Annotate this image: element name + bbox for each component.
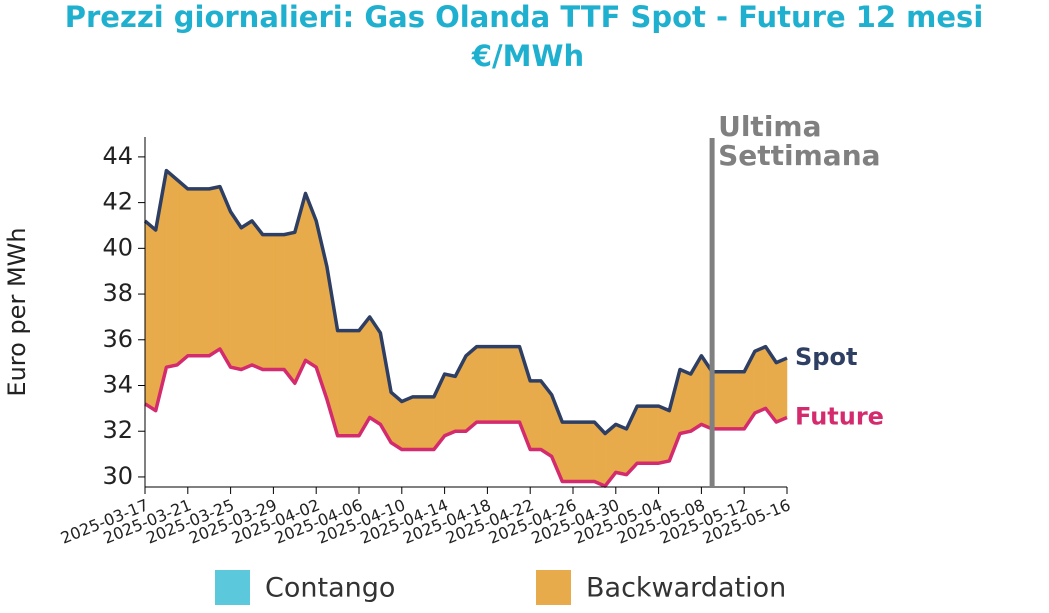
- annotation: Ultima: [718, 110, 821, 143]
- chart-title: Prezzi giornalieri: Gas Olanda TTF Spot …: [65, 0, 984, 34]
- spread-area: [283, 232, 296, 384]
- spread-area: [476, 346, 488, 423]
- spread-area: [144, 220, 156, 412]
- series-label: Spot: [795, 343, 857, 371]
- y-tick-label: 38: [102, 279, 133, 307]
- spread-area: [776, 357, 788, 423]
- annotation: Settimana: [718, 139, 880, 172]
- spread-area: [529, 380, 542, 450]
- series-label: Future: [795, 403, 884, 431]
- spread-area: [615, 423, 627, 475]
- y-tick-label: 34: [102, 370, 133, 398]
- spread-area: [208, 186, 221, 357]
- spread-area: [348, 330, 360, 437]
- spread-area: [508, 346, 520, 423]
- spread-area: [583, 421, 595, 482]
- spread-area: [487, 346, 499, 423]
- spread-area: [733, 371, 745, 430]
- y-axis-label: Euro per MWh: [3, 227, 31, 396]
- spread-area: [337, 330, 349, 437]
- spread-area: [219, 186, 231, 369]
- spread-area: [251, 220, 263, 370]
- spread-area: [497, 346, 510, 423]
- y-tick-label: 32: [102, 416, 133, 444]
- spread-area: [422, 396, 435, 450]
- spread-area: [412, 396, 424, 450]
- spread-area: [658, 405, 670, 464]
- spread-area: [636, 405, 649, 464]
- spread-area: [241, 220, 253, 370]
- spread-area: [562, 421, 574, 482]
- y-tick-label: 30: [102, 462, 133, 490]
- spread-area: [166, 170, 178, 368]
- spread-area: [176, 179, 189, 366]
- spread-area: [187, 188, 199, 357]
- legend-swatch: [536, 570, 571, 605]
- y-tick-label: 40: [102, 233, 133, 261]
- legend-label: Backwardation: [586, 573, 786, 604]
- y-tick-label: 42: [102, 188, 133, 216]
- spread-area: [198, 188, 210, 357]
- spread-area: [754, 346, 766, 414]
- spread-area: [444, 373, 456, 437]
- series-line: [143, 168, 788, 436]
- spread-area: [465, 346, 477, 432]
- spread-area: [262, 234, 274, 370]
- spread-area: [401, 396, 413, 450]
- y-tick-label: 36: [102, 325, 133, 353]
- spread-area: [572, 421, 584, 482]
- legend-label: Contango: [265, 573, 395, 604]
- spread-area: [679, 369, 691, 434]
- y-tick-label: 44: [102, 142, 133, 170]
- spread-area: [722, 371, 734, 430]
- chart-subtitle: €/MWh: [471, 39, 584, 73]
- spread-area: [273, 234, 285, 370]
- series-line: [144, 347, 788, 488]
- spread-area: [230, 210, 242, 370]
- spread-area: [647, 405, 659, 464]
- legend-swatch: [215, 570, 250, 605]
